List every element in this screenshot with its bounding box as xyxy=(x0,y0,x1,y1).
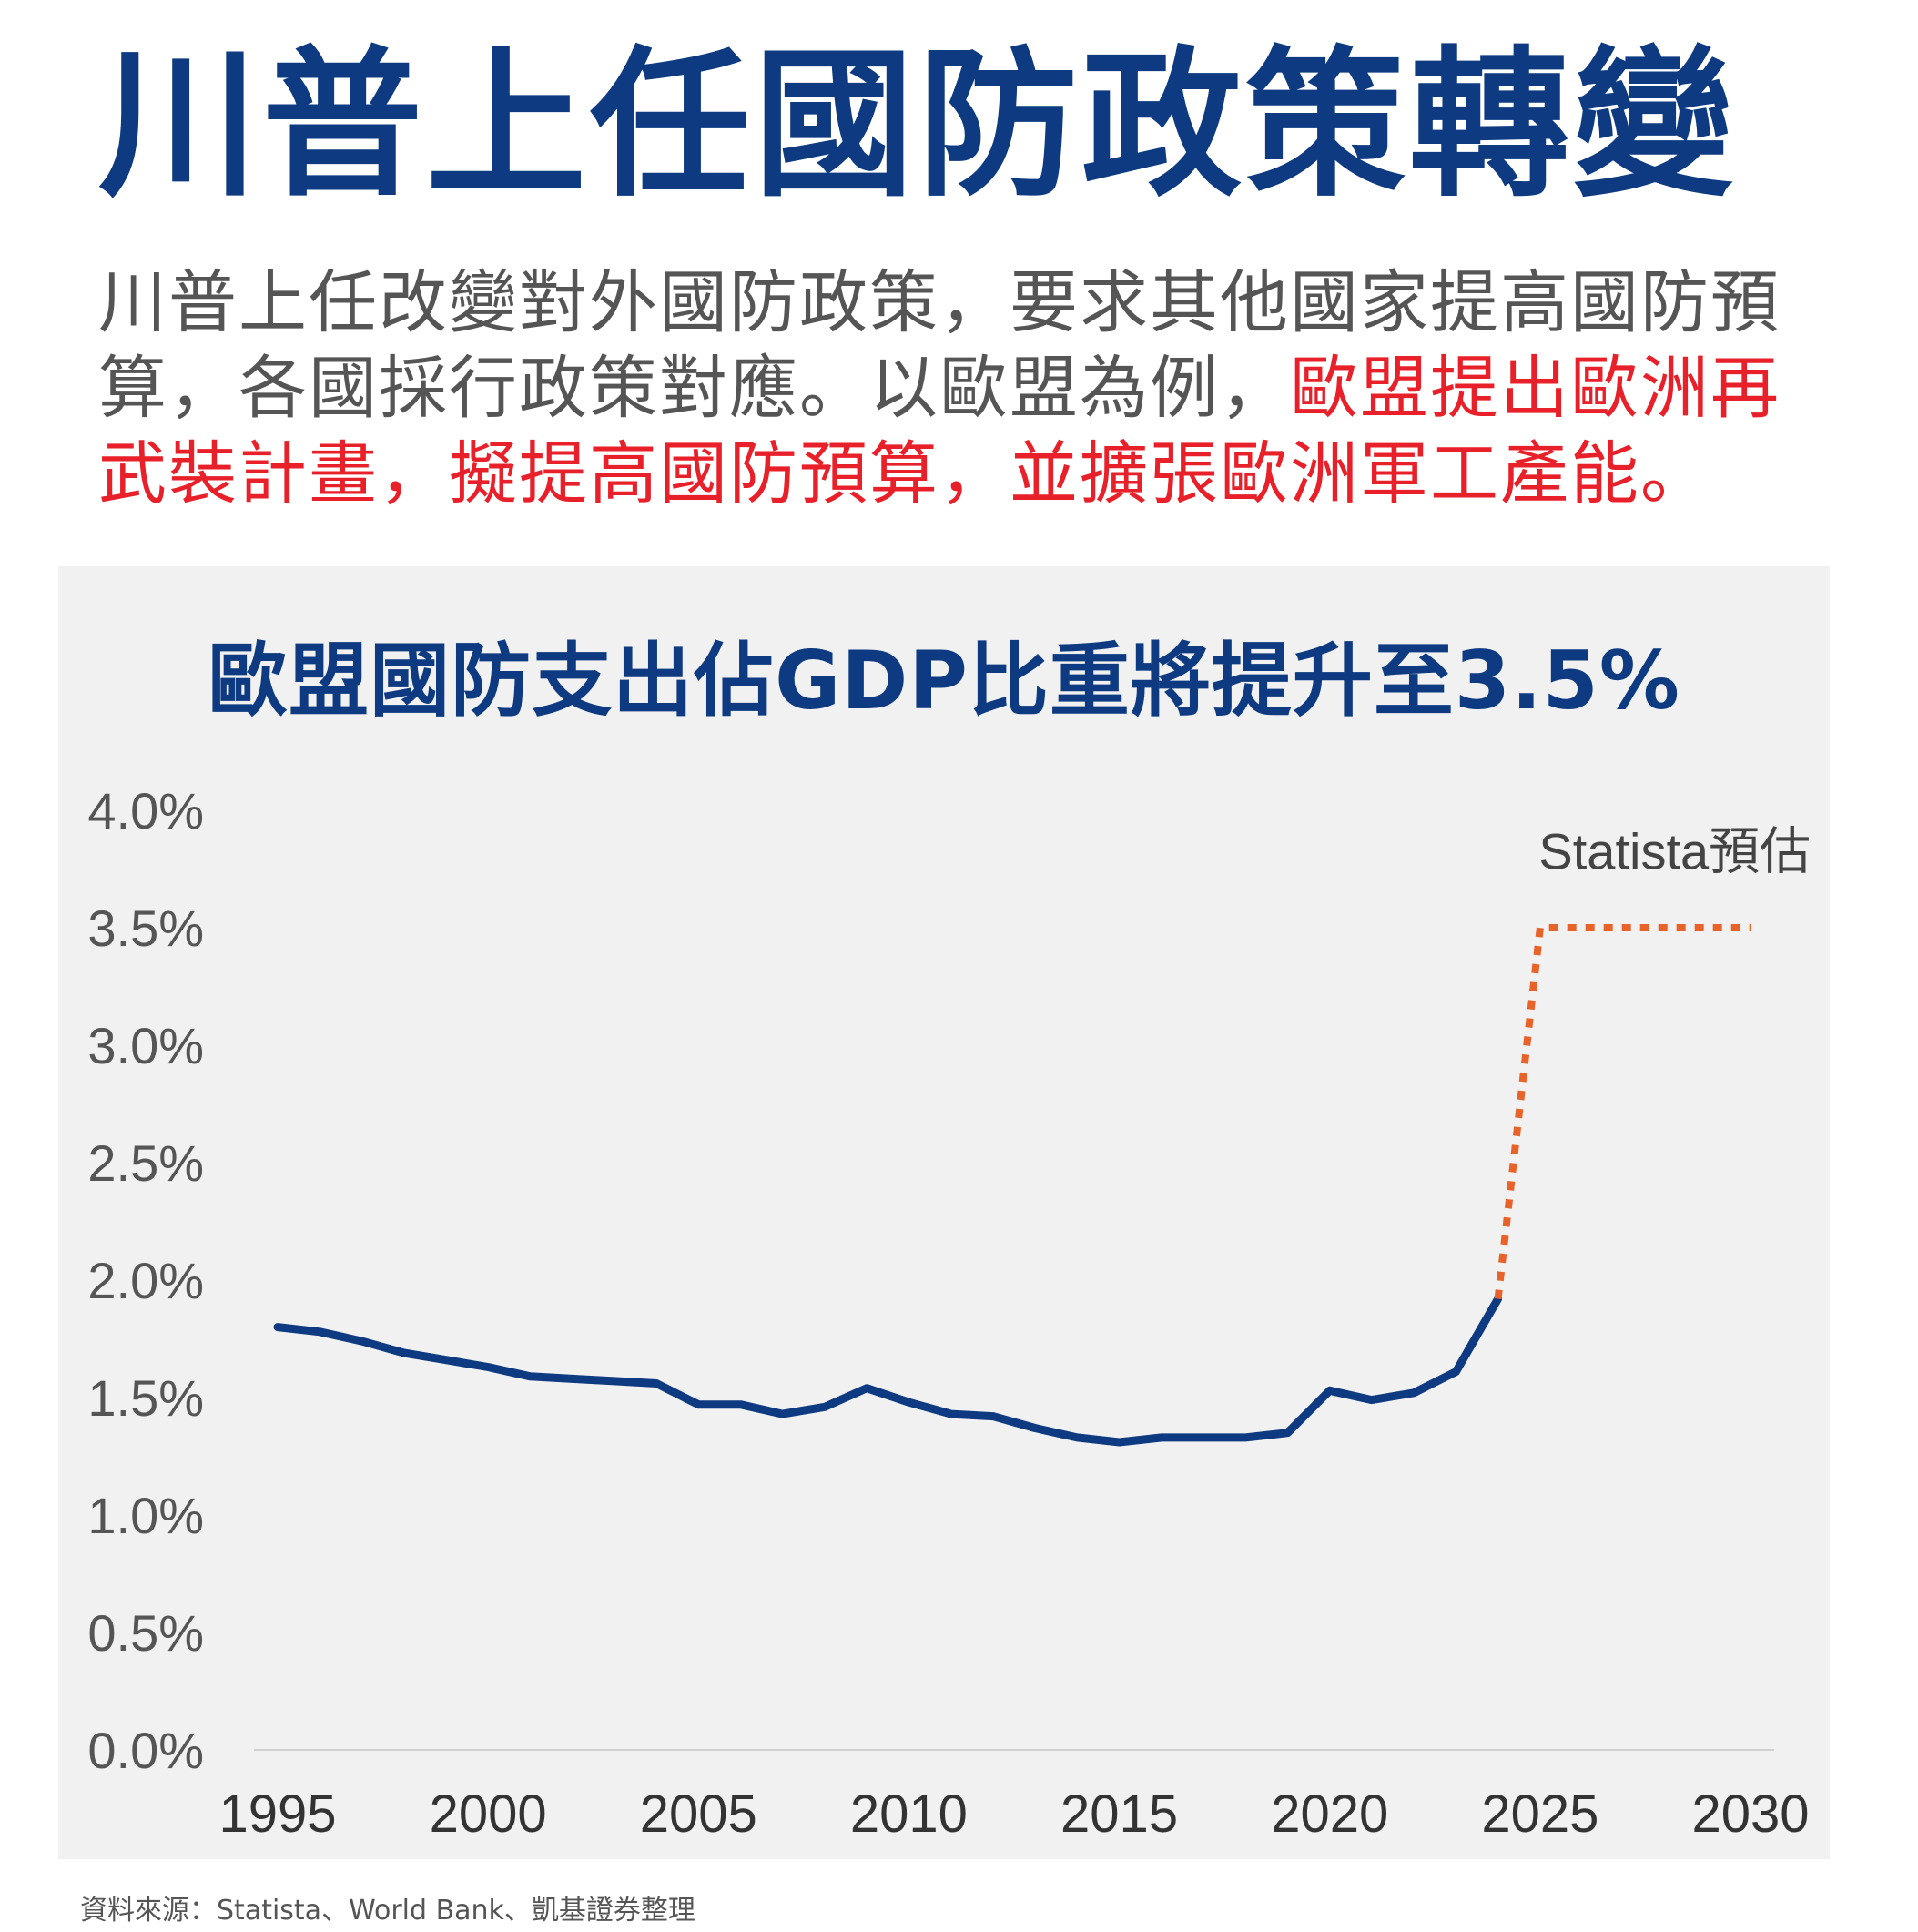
y-tick-label: 3.0% xyxy=(87,1017,204,1074)
y-tick-label: 2.5% xyxy=(87,1134,204,1192)
chart-panel: 歐盟國防支出佔GDP比重將提升至3.5% 0.0% 0.5% 1.0% 1.5% 2.0… xyxy=(58,566,1830,1859)
x-axis-ticks: 1995 2000 2005 2010 2015 2020 2025 2030 xyxy=(218,1785,1809,1844)
chart-title: 歐盟國防支出佔GDP比重將提升至3.5% xyxy=(208,634,1680,727)
x-tick-label: 2015 xyxy=(1060,1785,1178,1844)
x-tick-label: 1995 xyxy=(218,1785,336,1844)
forecast-series-line xyxy=(1494,924,1751,1300)
y-axis-ticks: 0.0% 0.5% 1.0% 1.5% 2.0% 2.5% 3.0% 3.5% 4.0% xyxy=(87,782,204,1779)
line-chart: 0.0% 0.5% 1.0% 1.5% 2.0% 2.5% 3.0% 3.5% 4.0% 199… xyxy=(87,782,1811,1844)
y-tick-label: 4.0% xyxy=(87,782,204,839)
y-tick-label: 1.0% xyxy=(87,1487,204,1544)
x-tick-label: 2010 xyxy=(850,1785,968,1844)
y-tick-label: 1.5% xyxy=(87,1369,204,1427)
series-group xyxy=(273,924,1751,1447)
x-tick-label: 2020 xyxy=(1271,1785,1388,1844)
x-tick-label: 2030 xyxy=(1691,1785,1809,1844)
x-tick-label: 2025 xyxy=(1481,1785,1598,1844)
forecast-annotation: Statista預估 xyxy=(1538,823,1811,880)
lead-text-highlight: 歐盟提出歐洲再武裝計畫，擬提高國防預算，並擴張歐洲軍工產能。 xyxy=(98,348,1781,514)
page-title: 川普上任國防政策轉變 xyxy=(98,32,1738,219)
source-note: 資料來源：Statista、World Bank、凱基證券整理 xyxy=(80,1895,695,1927)
y-tick-label: 3.5% xyxy=(87,900,204,957)
lead-text-plain: 川普上任改變對外國防政策，要求其他國家提高國防預算，各國採行政策對應。以歐盟為例… xyxy=(98,262,1781,428)
x-tick-label: 2005 xyxy=(640,1785,757,1844)
y-tick-label: 0.5% xyxy=(87,1604,204,1662)
annotations: Statista預估 xyxy=(1538,823,1811,880)
x-tick-label: 2000 xyxy=(430,1785,547,1844)
actual-series-line xyxy=(273,1295,1503,1447)
y-tick-label: 0.0% xyxy=(87,1722,204,1779)
y-tick-label: 2.0% xyxy=(87,1252,204,1309)
lead-paragraph: 川普上任改變對外國防政策，要求其他國家提高國防預算，各國採行政策對應。以歐盟為例… xyxy=(98,259,1846,516)
